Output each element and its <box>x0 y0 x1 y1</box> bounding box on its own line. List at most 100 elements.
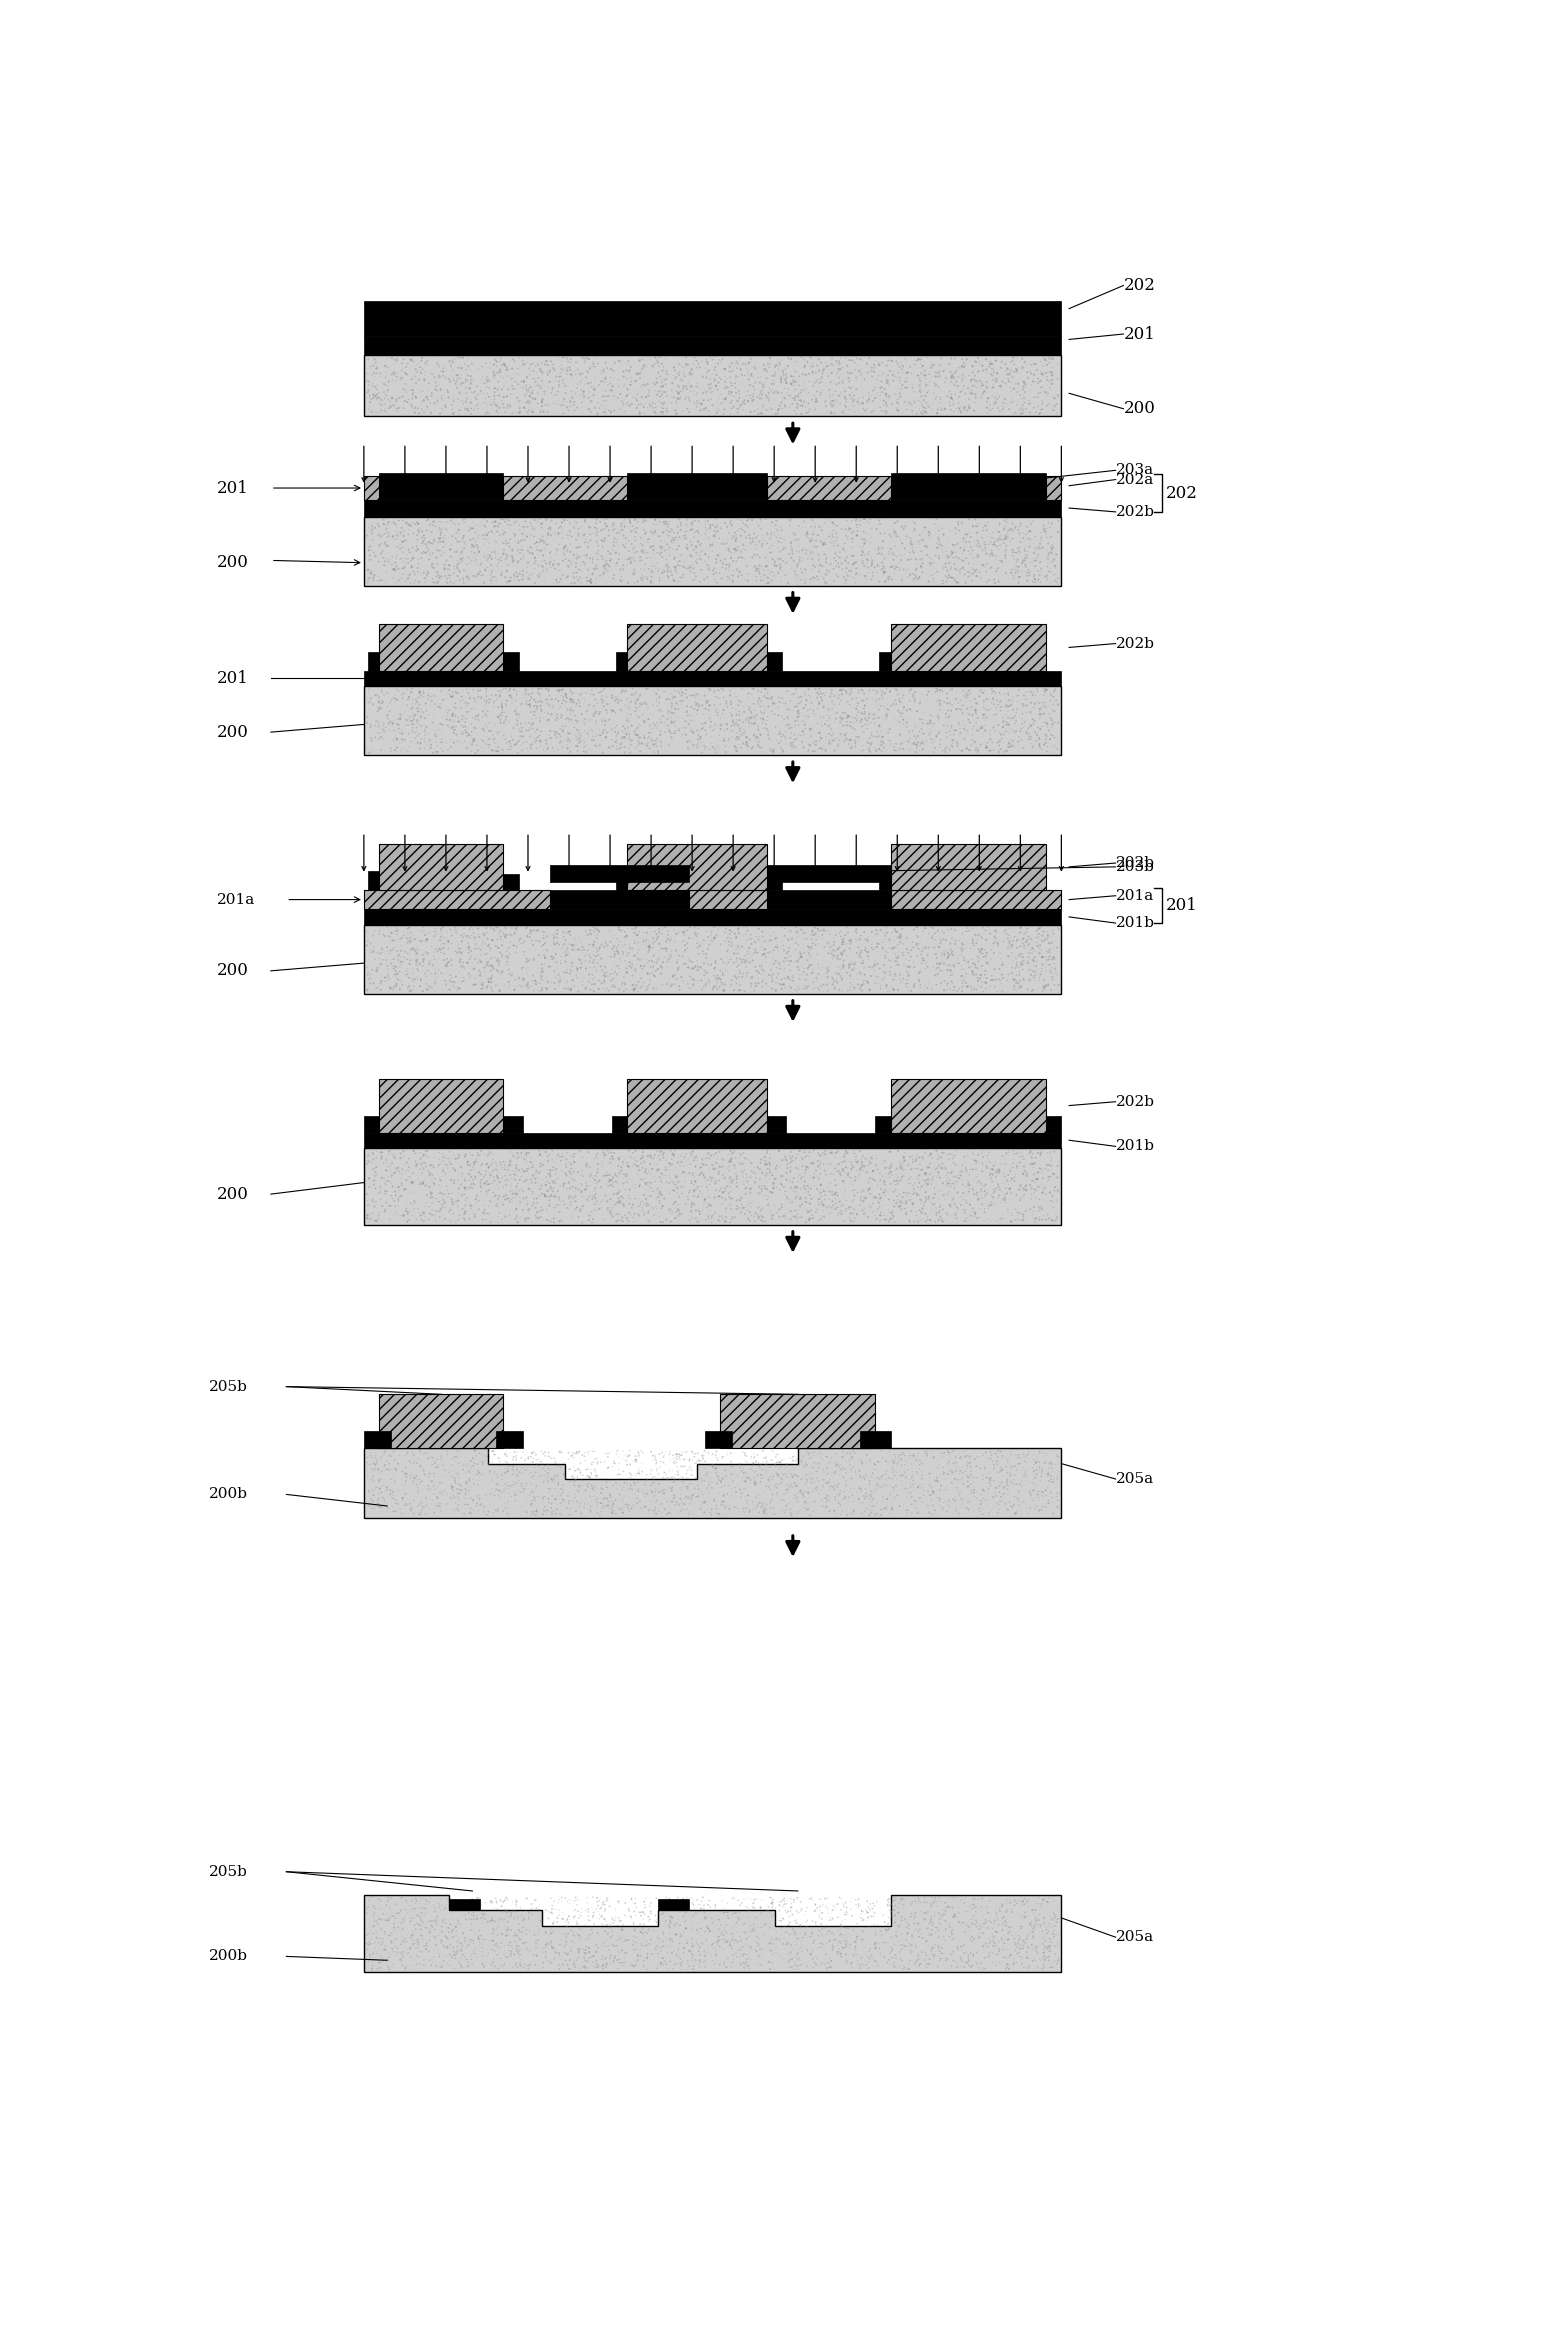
Point <box>531 1450 555 1488</box>
Point <box>511 724 535 761</box>
Point <box>959 952 984 989</box>
Point <box>1046 908 1071 945</box>
Point <box>1015 563 1040 601</box>
Point <box>905 545 930 582</box>
Point <box>565 1471 589 1509</box>
Point <box>435 563 459 601</box>
Point <box>651 514 676 552</box>
Point <box>937 1162 962 1199</box>
Point <box>1029 1907 1054 1944</box>
Point <box>368 1469 393 1506</box>
Point <box>1023 1942 1047 1979</box>
Point <box>444 514 469 552</box>
Point <box>681 510 705 547</box>
Point <box>862 1886 886 1923</box>
Point <box>568 547 593 584</box>
Point <box>441 1469 466 1506</box>
Point <box>585 1914 610 1951</box>
Point <box>984 384 1009 421</box>
Point <box>820 340 845 377</box>
Point <box>764 375 789 412</box>
Point <box>528 1136 552 1173</box>
Point <box>698 1893 722 1930</box>
Point <box>365 950 390 987</box>
Point <box>914 1164 939 1201</box>
Point <box>388 359 413 396</box>
Point <box>724 715 749 752</box>
Point <box>896 559 920 596</box>
Point <box>662 1485 687 1523</box>
Point <box>623 1897 648 1935</box>
Point <box>501 340 526 377</box>
Point <box>360 1483 385 1520</box>
Point <box>979 684 1004 722</box>
Point <box>394 915 419 952</box>
Point <box>432 517 456 554</box>
Point <box>959 1886 984 1923</box>
Point <box>558 689 583 726</box>
Point <box>965 1136 990 1173</box>
Point <box>794 1185 818 1222</box>
Point <box>755 1145 780 1183</box>
Point <box>447 703 472 740</box>
Point <box>659 1204 684 1241</box>
Point <box>842 342 866 379</box>
Point <box>738 1201 763 1238</box>
Point <box>664 547 688 584</box>
Point <box>647 503 671 540</box>
Point <box>569 1173 594 1211</box>
Point <box>814 731 838 768</box>
Point <box>1001 535 1026 573</box>
Point <box>362 354 387 391</box>
Point <box>613 673 637 710</box>
Point <box>472 1949 497 1986</box>
Point <box>939 379 964 417</box>
Point <box>528 1152 552 1190</box>
Point <box>1023 547 1047 584</box>
Point <box>461 540 486 577</box>
Point <box>831 950 855 987</box>
Point <box>854 1141 879 1178</box>
Point <box>840 1879 865 1916</box>
Point <box>412 908 436 945</box>
Point <box>1015 1155 1040 1192</box>
Point <box>698 1495 722 1532</box>
Point <box>774 1488 798 1525</box>
Point <box>1044 1904 1069 1942</box>
Point <box>493 1890 518 1928</box>
Point <box>538 533 563 570</box>
Point <box>461 1481 486 1518</box>
Point <box>789 1890 814 1928</box>
Point <box>464 920 489 957</box>
Point <box>1030 1159 1055 1197</box>
Point <box>630 349 654 386</box>
Point <box>890 1159 914 1197</box>
Point <box>877 1476 902 1513</box>
Point <box>455 379 480 417</box>
Point <box>698 549 722 587</box>
Point <box>456 512 481 549</box>
Point <box>439 1490 464 1527</box>
Point <box>654 512 679 549</box>
Point <box>726 1457 750 1495</box>
Point <box>681 1457 705 1495</box>
Point <box>1035 547 1060 584</box>
Point <box>809 1178 834 1215</box>
Point <box>735 1942 760 1979</box>
Point <box>507 1932 532 1969</box>
Point <box>704 1450 729 1488</box>
Point <box>418 1471 442 1509</box>
Point <box>472 526 497 563</box>
Point <box>902 505 927 542</box>
Point <box>365 952 390 989</box>
Point <box>941 687 965 724</box>
Point <box>362 934 387 971</box>
Point <box>670 924 695 961</box>
Point <box>449 724 473 761</box>
Point <box>422 1890 447 1928</box>
Point <box>922 1185 947 1222</box>
Point <box>661 519 685 556</box>
Point <box>1030 945 1055 982</box>
Point <box>673 1895 698 1932</box>
Point <box>1043 389 1067 426</box>
